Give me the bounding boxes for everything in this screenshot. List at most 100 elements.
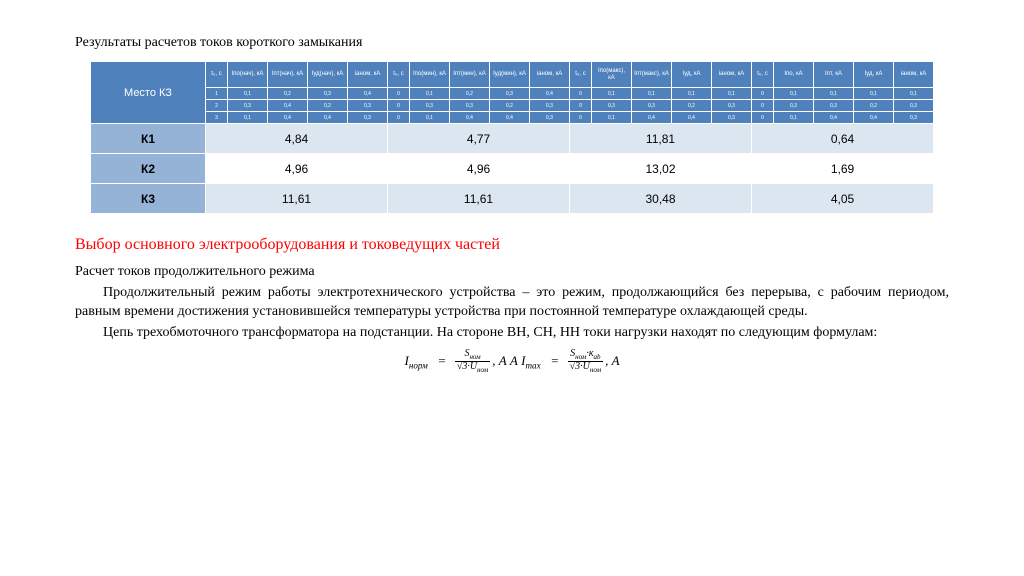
mini-cell: 0,3 xyxy=(348,112,388,124)
data-cell: 4,05 xyxy=(752,184,934,214)
mini-cell: 0,1 xyxy=(632,88,672,100)
mini-cell: 0,4 xyxy=(268,112,308,124)
mini-cell: 0,3 xyxy=(348,100,388,112)
col-header: t₀, с xyxy=(570,62,592,88)
mini-cell: 0,1 xyxy=(228,112,268,124)
col-header: Iуд(нач), кА xyxy=(308,62,348,88)
data-cell: 11,81 xyxy=(570,124,752,154)
mini-cell: 0,1 xyxy=(712,88,752,100)
mini-cell: 1 xyxy=(206,88,228,100)
col-header-place: Место КЗ xyxy=(91,62,206,124)
col-header: Iпо(макс), кА xyxy=(592,62,632,88)
col-header: iаном, кА xyxy=(712,62,752,88)
mini-cell: 0,3 xyxy=(490,88,530,100)
mini-cell: 0,4 xyxy=(632,112,672,124)
col-header: Iпт(макс), кА xyxy=(632,62,672,88)
results-table: Место КЗt₀, сIпо(нач), кАIпт(нач), кАIуд… xyxy=(90,61,934,214)
col-header: Iпт(мин), кА xyxy=(450,62,490,88)
mini-cell: 0,4 xyxy=(308,112,348,124)
col-header: iаном, кА xyxy=(894,62,934,88)
mini-cell: 0 xyxy=(388,100,410,112)
data-cell: 0,64 xyxy=(752,124,934,154)
paragraph-2: Цепь трехобмоточного трансформатора на п… xyxy=(75,324,949,343)
mini-cell: 0,3 xyxy=(814,100,854,112)
results-table-wrap: Место КЗt₀, сIпо(нач), кАIпт(нач), кАIуд… xyxy=(75,61,949,214)
col-header: t₀, с xyxy=(752,62,774,88)
mini-cell: 0,3 xyxy=(894,112,934,124)
mini-cell: 0,3 xyxy=(774,100,814,112)
data-cell: 11,61 xyxy=(388,184,570,214)
col-header: t₀, с xyxy=(388,62,410,88)
mini-cell: 0,2 xyxy=(672,100,712,112)
mini-cell: 0 xyxy=(388,112,410,124)
col-header: iаном, кА xyxy=(348,62,388,88)
mini-cell: 0,3 xyxy=(530,100,570,112)
mini-cell: 0,3 xyxy=(592,100,632,112)
subsection-heading: Расчет токов продолжительного режима xyxy=(75,264,949,280)
mini-cell: 3 xyxy=(206,112,228,124)
mini-cell: 0,2 xyxy=(308,100,348,112)
col-header: Iуд(мин), кА xyxy=(490,62,530,88)
mini-cell: 0,1 xyxy=(854,88,894,100)
page-title: Результаты расчетов токов короткого замы… xyxy=(75,35,949,51)
row-label: К1 xyxy=(91,124,206,154)
col-header: Iпо, кА xyxy=(774,62,814,88)
mini-cell: 0,4 xyxy=(672,112,712,124)
row-label: К3 xyxy=(91,184,206,214)
mini-cell: 2 xyxy=(206,100,228,112)
col-header: Iуд, кА xyxy=(672,62,712,88)
mini-cell: 0,2 xyxy=(854,100,894,112)
mini-cell: 0,3 xyxy=(712,100,752,112)
paragraph-1: Продолжительный режим работы электротехн… xyxy=(75,284,949,322)
mini-cell: 0,3 xyxy=(410,100,450,112)
data-cell: 4,96 xyxy=(388,154,570,184)
mini-cell: 0,4 xyxy=(530,88,570,100)
mini-cell: 0,1 xyxy=(410,88,450,100)
mini-cell: 0,2 xyxy=(490,100,530,112)
section-heading: Выбор основного электрооборудования и то… xyxy=(75,236,949,254)
data-cell: 4,84 xyxy=(206,124,388,154)
mini-cell: 0,2 xyxy=(268,88,308,100)
mini-cell: 0,4 xyxy=(854,112,894,124)
data-cell: 11,61 xyxy=(206,184,388,214)
mini-cell: 0 xyxy=(752,100,774,112)
col-header: Iпо(нач), кА xyxy=(228,62,268,88)
mini-cell: 0,1 xyxy=(774,88,814,100)
mini-cell: 0,1 xyxy=(774,112,814,124)
mini-cell: 0 xyxy=(570,88,592,100)
col-header: Iпт(нач), кА xyxy=(268,62,308,88)
mini-cell: 0,4 xyxy=(268,100,308,112)
mini-cell: 0,3 xyxy=(308,88,348,100)
row-label: К2 xyxy=(91,154,206,184)
mini-cell: 0,3 xyxy=(228,100,268,112)
col-header: Iуд, кА xyxy=(854,62,894,88)
col-header: Iпт, кА xyxy=(814,62,854,88)
mini-cell: 0,3 xyxy=(530,112,570,124)
mini-cell: 0,4 xyxy=(450,112,490,124)
mini-cell: 0,1 xyxy=(592,88,632,100)
mini-cell: 0 xyxy=(752,112,774,124)
mini-cell: 0 xyxy=(570,100,592,112)
data-cell: 1,69 xyxy=(752,154,934,184)
mini-cell: 0,1 xyxy=(592,112,632,124)
mini-cell: 0,3 xyxy=(450,100,490,112)
mini-cell: 0,2 xyxy=(450,88,490,100)
mini-cell: 0 xyxy=(388,88,410,100)
mini-cell: 0,1 xyxy=(228,88,268,100)
col-header: Iпо(мин), кА xyxy=(410,62,450,88)
data-cell: 13,02 xyxy=(570,154,752,184)
mini-cell: 0,4 xyxy=(814,112,854,124)
col-header: t₀, с xyxy=(206,62,228,88)
data-cell: 4,77 xyxy=(388,124,570,154)
mini-cell: 0 xyxy=(752,88,774,100)
mini-cell: 0,3 xyxy=(712,112,752,124)
formula: Iнорм = Sном √3·Uном , А А Imax = Sном·к… xyxy=(75,349,949,375)
mini-cell: 0,4 xyxy=(490,112,530,124)
mini-cell: 0,1 xyxy=(672,88,712,100)
mini-cell: 0,1 xyxy=(814,88,854,100)
mini-cell: 0 xyxy=(570,112,592,124)
mini-cell: 0,3 xyxy=(894,100,934,112)
col-header: iаном, кА xyxy=(530,62,570,88)
mini-cell: 0,4 xyxy=(348,88,388,100)
data-cell: 4,96 xyxy=(206,154,388,184)
